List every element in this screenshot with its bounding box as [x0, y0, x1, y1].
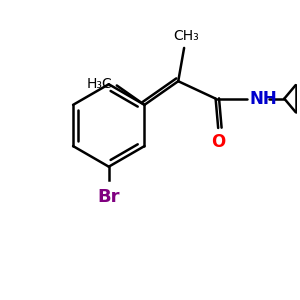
Text: CH₃: CH₃ [173, 29, 199, 43]
Text: H₃C: H₃C [86, 77, 112, 92]
Text: Br: Br [98, 188, 120, 206]
Text: NH: NH [250, 90, 278, 108]
Text: O: O [211, 133, 225, 151]
